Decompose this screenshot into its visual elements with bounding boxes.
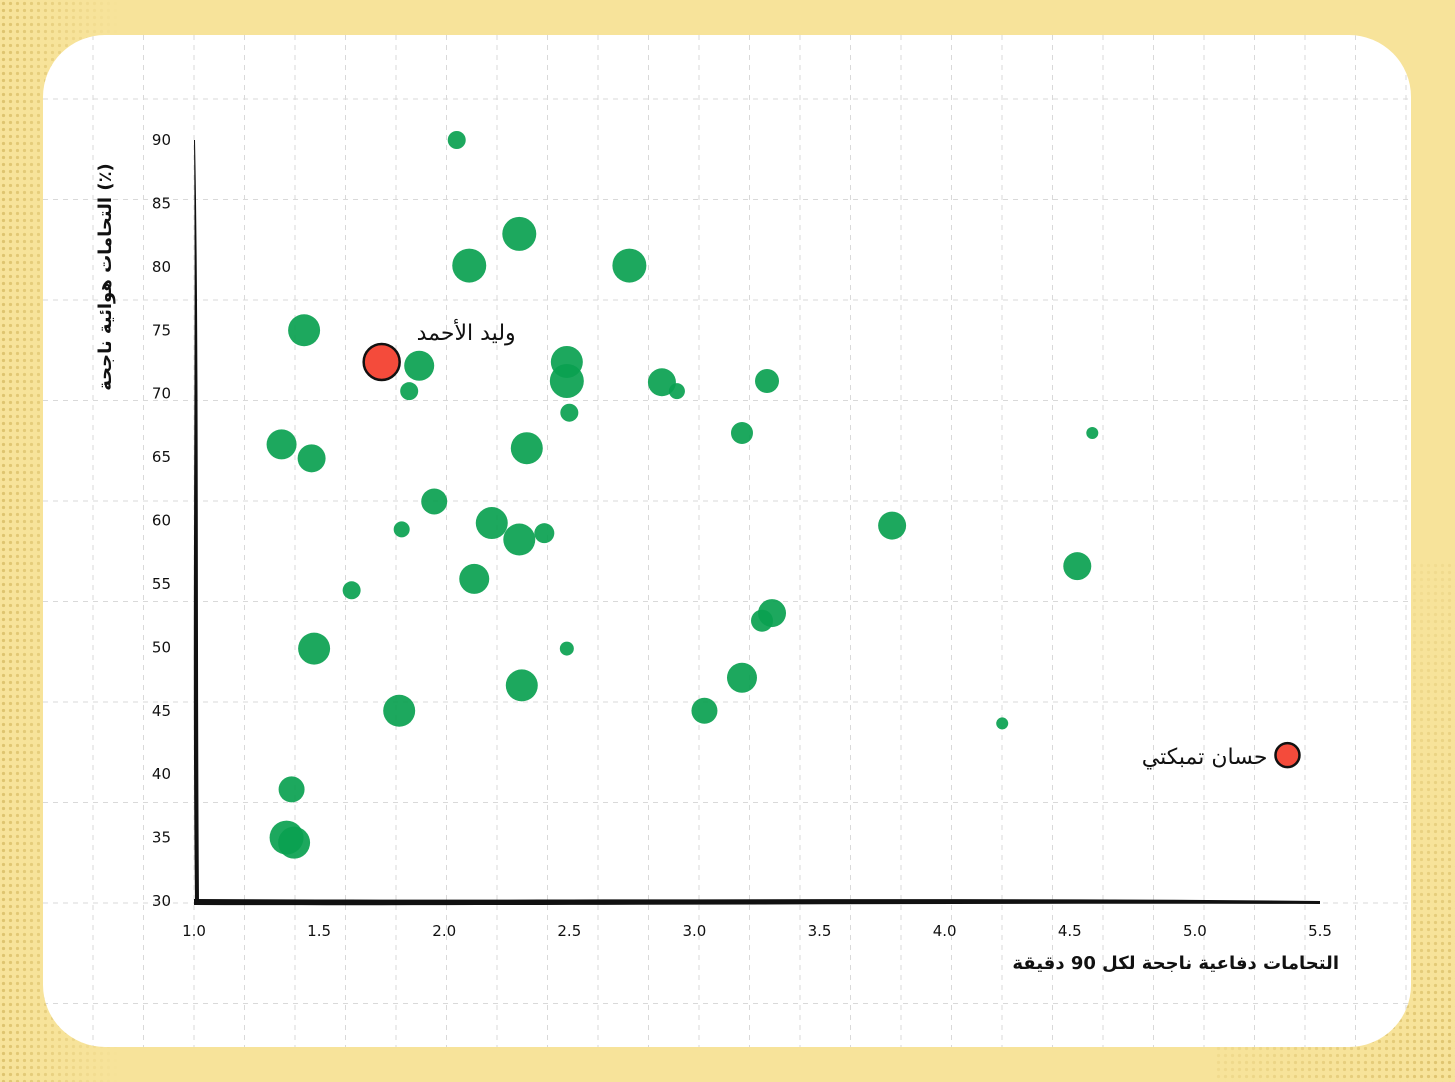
player-point (560, 403, 579, 422)
player-point (421, 488, 448, 515)
player-point (404, 350, 435, 381)
y-tick-label: 30 (152, 892, 171, 910)
player-point (1063, 552, 1092, 581)
player-point (298, 632, 331, 665)
annotations: وليد الأحمد حسان تمبكتي (417, 319, 1268, 770)
player-point (559, 641, 574, 656)
player-point (475, 507, 508, 540)
y-tick-label: 60 (152, 512, 171, 530)
player-point (447, 131, 466, 149)
player-point (288, 314, 321, 347)
player-point (505, 669, 538, 702)
chart-card: 1.0 1.5 2.0 2.5 3.0 3.5 4.0 4.5 5.0 5.5 30 35 40 45 5… (43, 35, 1411, 1047)
player-point (393, 521, 410, 538)
x-tick-label: 3.5 (808, 922, 832, 940)
grid-lines (43, 35, 1411, 1047)
player-point (726, 662, 757, 693)
player-point (755, 368, 780, 393)
y-axis-line (193, 140, 199, 901)
x-tick-label: 2.0 (432, 922, 456, 940)
data-points (266, 131, 1301, 859)
player-point (996, 717, 1009, 730)
player-point (1086, 426, 1099, 439)
player-point (278, 776, 305, 803)
y-tick-label: 55 (152, 575, 171, 593)
player-point (691, 697, 718, 724)
player-point (503, 523, 536, 556)
player-point (400, 382, 419, 401)
x-tick-label: 5.0 (1183, 922, 1207, 940)
y-tick-label: 70 (152, 385, 171, 403)
x-tick-label: 2.5 (557, 922, 581, 940)
player-point (452, 248, 487, 283)
point-annotation: حسان تمبكتي (1142, 745, 1268, 770)
x-tick-label: 1.0 (182, 922, 206, 940)
player-point (266, 429, 297, 460)
axes (193, 140, 1320, 906)
y-tick-label: 90 (152, 131, 171, 149)
x-tick-label: 4.5 (1058, 922, 1082, 940)
player-point (534, 523, 555, 544)
player-point (502, 216, 537, 251)
scatter-chart: 1.0 1.5 2.0 2.5 3.0 3.5 4.0 4.5 5.0 5.5 30 35 40 45 5… (43, 35, 1411, 1047)
x-tick-labels: 1.0 1.5 2.0 2.5 3.0 3.5 4.0 4.5 5.0 5.5 (182, 922, 1332, 940)
y-tick-labels: 30 35 40 45 50 55 60 65 70 75 80 85 90 (152, 131, 171, 910)
y-tick-label: 85 (152, 194, 171, 212)
highlight-point (1274, 741, 1301, 769)
player-point (612, 248, 647, 283)
x-axis-line (194, 899, 1320, 906)
player-point (297, 444, 326, 473)
player-point (510, 432, 543, 465)
player-point (730, 421, 753, 444)
x-tick-label: 4.0 (933, 922, 957, 940)
y-tick-label: 75 (152, 321, 171, 339)
player-point (668, 383, 685, 400)
highlight-point (362, 342, 401, 382)
y-tick-label: 65 (152, 448, 171, 466)
x-axis-title: التحامات دفاعية ناجحة لكل 90 دقيقة (1012, 953, 1339, 974)
player-point (647, 368, 676, 397)
player-point (459, 563, 490, 594)
player-point (878, 511, 907, 540)
x-tick-label: 3.0 (683, 922, 707, 940)
y-tick-label: 50 (152, 638, 171, 656)
x-tick-label: 5.5 (1308, 922, 1332, 940)
player-point (549, 363, 584, 398)
player-point (751, 609, 774, 632)
x-tick-label: 1.5 (307, 922, 331, 940)
player-point (278, 826, 311, 859)
y-tick-label: 80 (152, 258, 171, 276)
y-tick-label: 40 (152, 765, 171, 783)
point-annotation: وليد الأحمد (417, 319, 516, 346)
y-axis-title: التحامات هوائية ناجحة (٪) (95, 163, 116, 391)
y-tick-label: 45 (152, 702, 171, 720)
player-point (342, 581, 361, 600)
y-tick-label: 35 (152, 829, 171, 847)
player-point (383, 694, 416, 727)
